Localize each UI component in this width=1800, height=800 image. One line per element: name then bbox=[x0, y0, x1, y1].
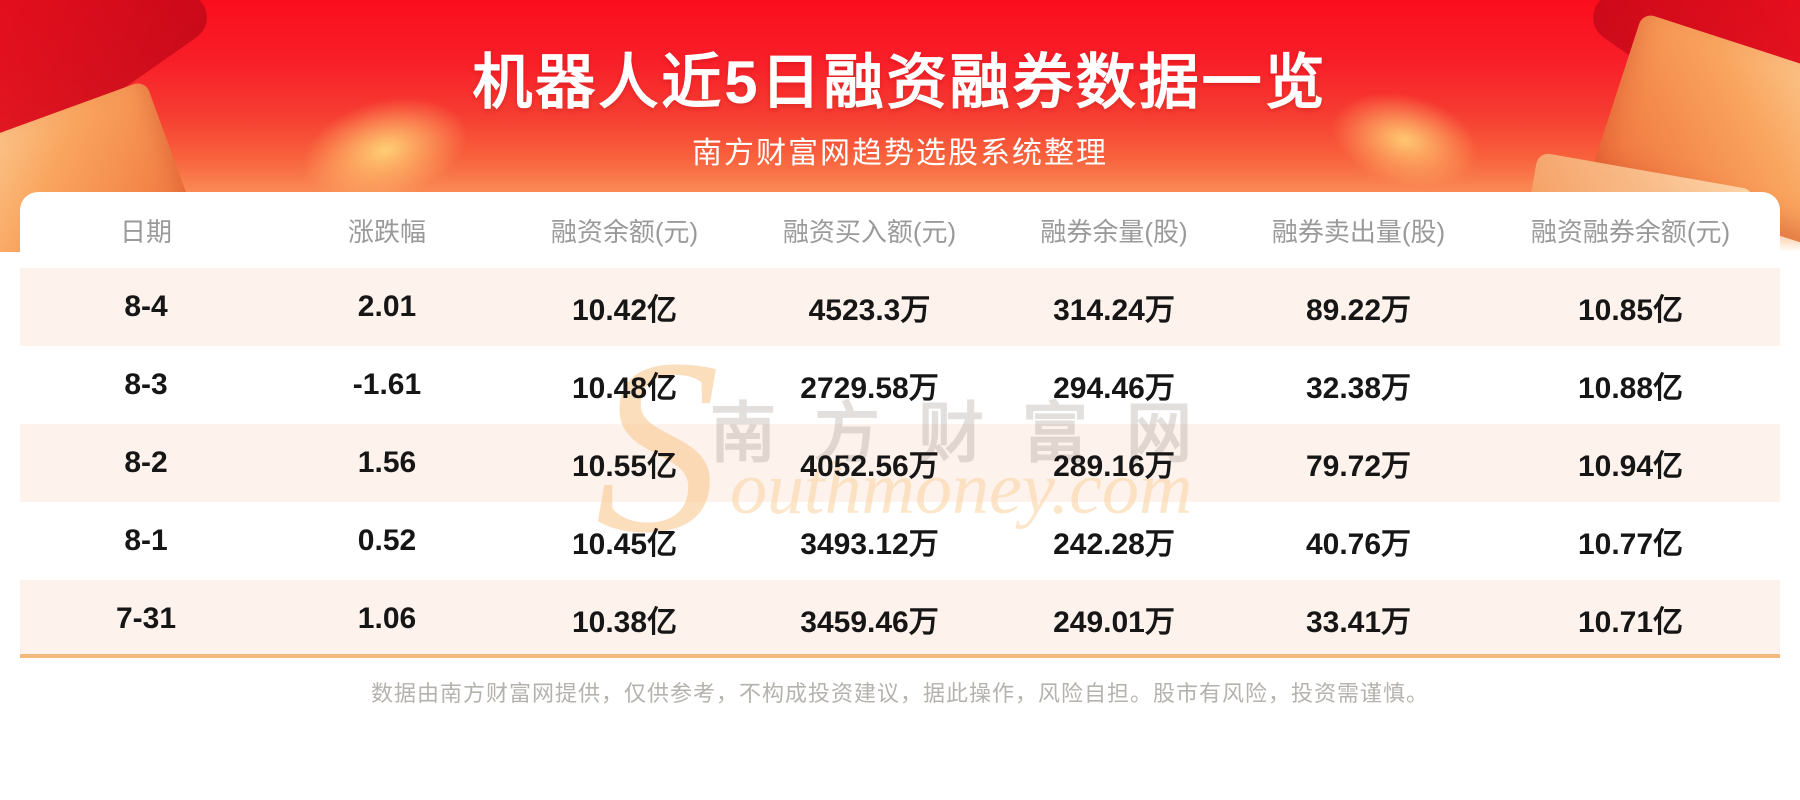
table-cell-margin-total: 10.77亿 bbox=[1577, 528, 1684, 561]
table-cell-margin-total: 10.94亿 bbox=[1577, 450, 1684, 483]
table-row: 8-4 2.01 10.42亿 4523.3万 314.24万 89.22万 1… bbox=[20, 268, 1780, 346]
page-subtitle: 南方财富网趋势选股系统整理 bbox=[692, 137, 1108, 170]
table-cell-change: -1.61 bbox=[352, 368, 422, 401]
column-header-financing-balance: 融资余额(元) bbox=[550, 216, 699, 247]
table-cell-margin-total: 10.85亿 bbox=[1577, 294, 1684, 327]
table-cell-short-sell: 40.76万 bbox=[1305, 528, 1412, 561]
table-cell-financing-balance: 10.38亿 bbox=[571, 606, 678, 639]
table-cell-date: 8-3 bbox=[124, 368, 168, 401]
table-row: 7-31 1.06 10.38亿 3459.46万 249.01万 33.41万… bbox=[20, 580, 1780, 654]
table-cell-financing-balance: 10.55亿 bbox=[571, 450, 678, 483]
table-cell-change: 1.56 bbox=[357, 446, 417, 479]
table-cell-short-sell: 33.41万 bbox=[1305, 606, 1412, 639]
table-cell-financing-balance: 10.45亿 bbox=[571, 528, 678, 561]
table-cell-short-balance: 294.46万 bbox=[1053, 372, 1175, 405]
column-header-financing-buy-amount: 融资买入额(元) bbox=[782, 216, 957, 247]
table-cell-financing-buy: 3493.12万 bbox=[800, 528, 939, 561]
table-header-row: 日期 涨跌幅 融资余额(元) 融资买入额(元) 融券余量(股) 融券卖出量(股)… bbox=[20, 192, 1780, 268]
table-cell-short-balance: 249.01万 bbox=[1053, 606, 1175, 639]
table-cell-margin-total: 10.88亿 bbox=[1577, 372, 1684, 405]
page-title: 机器人近5日融资融券数据一览 bbox=[472, 49, 1328, 116]
column-header-short-balance: 融券余量(股) bbox=[1040, 216, 1188, 247]
table-cell-change: 0.52 bbox=[357, 524, 417, 557]
table-cell-short-balance: 289.16万 bbox=[1053, 450, 1175, 483]
table-cell-financing-balance: 10.42亿 bbox=[571, 294, 678, 327]
disclaimer-text: 数据由南方财富网提供，仅供参考，不构成投资建议，据此操作，风险自担。股市有风险，… bbox=[370, 681, 1429, 706]
table-cell-date: 8-2 bbox=[124, 446, 168, 479]
table-cell-financing-buy: 4052.56万 bbox=[800, 450, 939, 483]
column-header-date: 日期 bbox=[119, 216, 172, 247]
table-row: 8-2 1.56 10.55亿 4052.56万 289.16万 79.72万 … bbox=[20, 424, 1780, 502]
table-cell-financing-buy: 3459.46万 bbox=[800, 606, 939, 639]
table-cell-date: 8-1 bbox=[124, 524, 168, 557]
table-cell-date: 8-4 bbox=[124, 290, 168, 323]
table-cell-margin-total: 10.71亿 bbox=[1577, 606, 1684, 639]
table-cell-financing-balance: 10.48亿 bbox=[571, 372, 678, 405]
table-row: 8-3 -1.61 10.48亿 2729.58万 294.46万 32.38万… bbox=[20, 346, 1780, 424]
table-cell-short-balance: 242.28万 bbox=[1053, 528, 1175, 561]
column-header-short-sell-volume: 融券卖出量(股) bbox=[1271, 216, 1446, 247]
table-cell-change: 2.01 bbox=[357, 290, 417, 323]
column-header-change-pct: 涨跌幅 bbox=[347, 216, 426, 247]
table-cell-financing-buy: 2729.58万 bbox=[800, 372, 939, 405]
column-header-margin-total-balance: 融资融券余额(元) bbox=[1530, 216, 1731, 247]
table-cell-short-balance: 314.24万 bbox=[1053, 294, 1175, 327]
table-cell-short-sell: 32.38万 bbox=[1305, 372, 1412, 405]
table-cell-short-sell: 89.22万 bbox=[1305, 294, 1412, 327]
table-cell-date: 7-31 bbox=[115, 602, 177, 635]
table-cell-change: 1.06 bbox=[357, 602, 417, 635]
table-cell-financing-buy: 4523.3万 bbox=[808, 294, 931, 327]
data-table-card: 日期 涨跌幅 融资余额(元) 融资买入额(元) 融券余量(股) 融券卖出量(股)… bbox=[20, 192, 1780, 658]
table-cell-short-sell: 79.72万 bbox=[1305, 450, 1412, 483]
table-row: 8-1 0.52 10.45亿 3493.12万 242.28万 40.76万 … bbox=[20, 502, 1780, 580]
